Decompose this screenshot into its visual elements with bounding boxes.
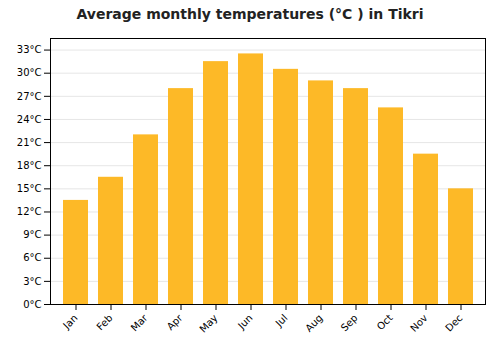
svg-text:27°C: 27°C bbox=[17, 91, 42, 102]
svg-text:0°C: 0°C bbox=[23, 299, 41, 310]
svg-text:Dec: Dec bbox=[443, 312, 464, 333]
svg-text:Sep: Sep bbox=[339, 312, 360, 333]
svg-text:Mar: Mar bbox=[129, 312, 151, 334]
svg-text:3°C: 3°C bbox=[23, 276, 41, 287]
svg-text:18°C: 18°C bbox=[17, 160, 42, 171]
html-text:Average monthly temperatures (: Average monthly temperatures (°C ) in Ti… bbox=[76, 6, 424, 22]
svg-text:May: May bbox=[197, 312, 219, 334]
svg-text:24°C: 24°C bbox=[17, 114, 42, 125]
svg-text:12°C: 12°C bbox=[17, 206, 42, 217]
svg-text:Apr: Apr bbox=[165, 312, 186, 333]
svg-text:21°C: 21°C bbox=[17, 137, 42, 148]
svg-text:30°C: 30°C bbox=[17, 67, 42, 78]
svg-text:6°C: 6°C bbox=[23, 252, 41, 263]
svg-text:Nov: Nov bbox=[408, 312, 430, 334]
svg-text:9°C: 9°C bbox=[23, 229, 41, 240]
svg-text:Jan: Jan bbox=[60, 312, 79, 331]
svg-text:15°C: 15°C bbox=[17, 183, 42, 194]
svg-text:Oct: Oct bbox=[375, 312, 395, 332]
svg-text:Aug: Aug bbox=[303, 312, 325, 334]
svg-text:Jul: Jul bbox=[273, 312, 290, 329]
svg-text:Jun: Jun bbox=[235, 312, 255, 332]
svg-text:Feb: Feb bbox=[94, 312, 114, 332]
svg-text:33°C: 33°C bbox=[17, 44, 42, 55]
